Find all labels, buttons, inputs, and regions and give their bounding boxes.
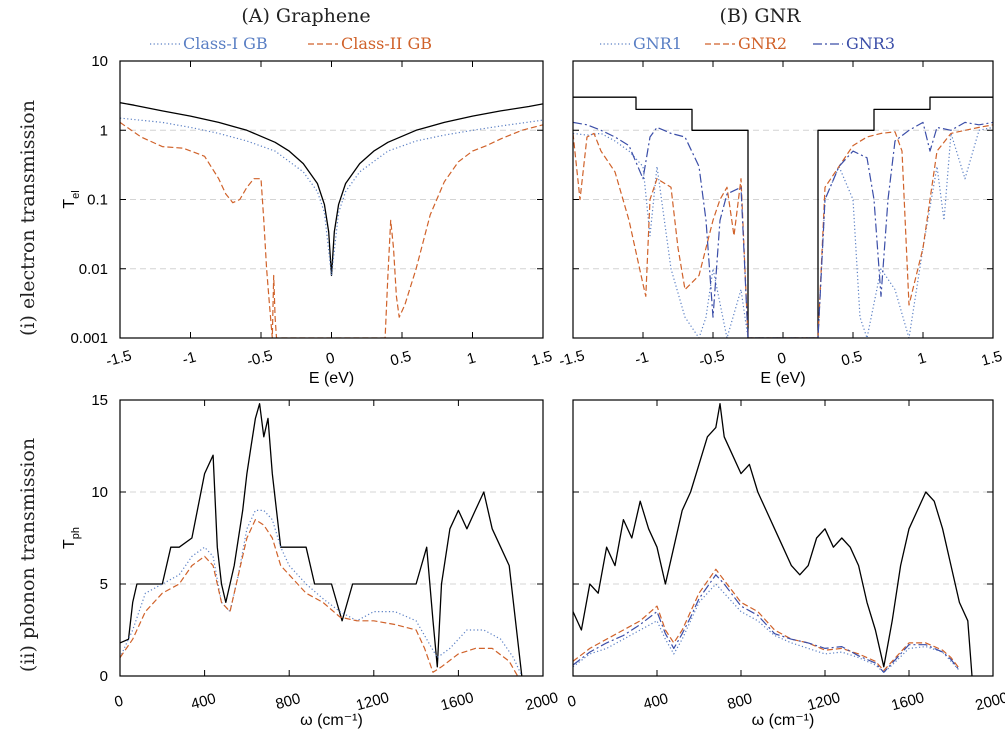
y-axis-label-main: T — [61, 539, 78, 549]
x-tick-label: 1200 — [354, 689, 391, 714]
y-tick-label: 0 — [100, 668, 108, 685]
panel-graphene-electron: -1.5 -1 -0.5 0 0.5 1 1.5 0.001 0.01 0.1 1 10 E (eV) T… — [61, 53, 554, 387]
y-tick-label: 10 — [91, 53, 108, 70]
x-tick-label: 400 — [189, 690, 218, 713]
y-tick-label: 0.1 — [87, 192, 108, 209]
gnr3-series-line — [573, 121, 993, 338]
y-tick-label: 0.001 — [70, 330, 108, 347]
black-series-line — [573, 96, 993, 338]
gnr1-series-line — [573, 583, 960, 673]
x-tick-label: 1600 — [890, 689, 927, 714]
black-series-line — [120, 403, 523, 676]
legend-label: GNR2 — [738, 34, 787, 53]
panel-frame — [572, 399, 994, 677]
x-tick-label: 1.5 — [530, 348, 555, 370]
legend-label: Class-I GB — [183, 34, 268, 53]
y-axis-label-subscript: el — [70, 190, 82, 199]
panel-frame — [119, 399, 544, 677]
x-tick-label: 0 — [324, 349, 336, 368]
gnr2-series-line — [573, 124, 993, 338]
x-tick-label: 0.5 — [840, 348, 865, 370]
y-axis-label: Tel — [61, 190, 82, 208]
x-tick-label: -1 — [633, 349, 650, 369]
x-axis-label: E (eV) — [760, 370, 805, 387]
class-ii-gb-series-line — [120, 519, 519, 676]
class-i-gb-series-line — [120, 117, 543, 277]
x-axis-label: E (eV) — [309, 370, 354, 387]
x-tick-label: -1.5 — [104, 347, 133, 370]
x-tick-label: 800 — [274, 690, 303, 713]
legend-label: Class-II GB — [341, 34, 432, 53]
plot-area — [573, 96, 993, 338]
y-axis-label-main: T — [61, 199, 78, 209]
black-series-line — [573, 403, 973, 676]
plot-area — [120, 102, 543, 338]
x-tick-label: 1200 — [806, 689, 843, 714]
gnr2-series-line — [573, 568, 960, 672]
y-tick-label: 10 — [91, 484, 108, 501]
black-series-line — [120, 102, 543, 277]
x-tick-label: 0 — [113, 692, 125, 711]
column-title-graphene: (A) Graphene — [241, 5, 370, 27]
x-tick-label: -1.5 — [557, 347, 586, 370]
x-tick-label: 0 — [776, 349, 788, 368]
x-tick-label: 1600 — [439, 689, 476, 714]
x-tick-label: 800 — [726, 690, 755, 713]
gnr3-series-line — [573, 574, 960, 673]
x-tick-label: 0 — [566, 692, 578, 711]
class-i-gb-series-line — [120, 509, 523, 676]
row-title-phonon: (ii) phonon transmission — [17, 438, 39, 672]
plot-area — [573, 403, 973, 676]
legend-label: GNR1 — [633, 34, 682, 53]
x-tick-label: 400 — [642, 690, 671, 713]
class-ii-gb-series-line — [120, 121, 543, 338]
y-axis-label: Tph — [61, 527, 82, 549]
plot-area — [120, 403, 523, 676]
x-tick-label: -0.5 — [697, 347, 726, 370]
x-tick-label: -1 — [181, 349, 198, 369]
x-tick-label: 0.5 — [389, 348, 414, 370]
x-tick-label: 2000 — [524, 689, 561, 714]
x-tick-label: 1.5 — [980, 348, 1005, 370]
x-tick-label: 1 — [465, 349, 477, 368]
legend-label: GNR3 — [846, 34, 895, 53]
y-tick-label: 1 — [100, 122, 108, 139]
panel-gnr-electron: -1.5 -1 -0.5 0 0.5 1 1.5 E (eV) — [557, 60, 1005, 387]
gnr1-series-line — [573, 126, 993, 338]
x-tick-label: 1 — [916, 349, 928, 368]
legend-gnr: GNR1 GNR2 GNR3 — [600, 34, 895, 53]
panel-gnr-phonon: 0 400 800 1200 1600 2000 ω (cm⁻¹) — [566, 399, 1005, 729]
legend-graphene: Class-I GB Class-II GB — [150, 34, 432, 53]
row-title-electron: (i) electron transmission — [17, 100, 39, 336]
x-tick-label: -0.5 — [245, 347, 274, 370]
x-axis-label: ω (cm⁻¹) — [300, 712, 363, 729]
y-tick-label: 5 — [100, 576, 108, 593]
y-axis-label-subscript: ph — [70, 527, 82, 539]
panel-graphene-phonon: 0 400 800 1200 1600 2000 0 5 10 15 ω (cm⁻¹) Tph — [61, 392, 560, 729]
column-title-gnr: (B) GNR — [720, 5, 802, 27]
x-axis-label: ω (cm⁻¹) — [752, 712, 815, 729]
y-tick-label: 0.01 — [79, 261, 108, 278]
y-tick-label: 15 — [91, 392, 108, 409]
x-tick-label: 2000 — [974, 689, 1005, 714]
